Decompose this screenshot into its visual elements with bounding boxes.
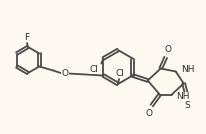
Text: F: F	[25, 33, 30, 42]
Text: O: O	[62, 69, 69, 78]
Text: NH: NH	[176, 92, 189, 101]
Text: Cl: Cl	[89, 64, 98, 74]
Text: Cl: Cl	[116, 69, 124, 78]
Text: NH: NH	[181, 65, 194, 74]
Text: O: O	[145, 109, 152, 118]
Text: O: O	[164, 44, 171, 53]
Text: S: S	[185, 100, 191, 109]
